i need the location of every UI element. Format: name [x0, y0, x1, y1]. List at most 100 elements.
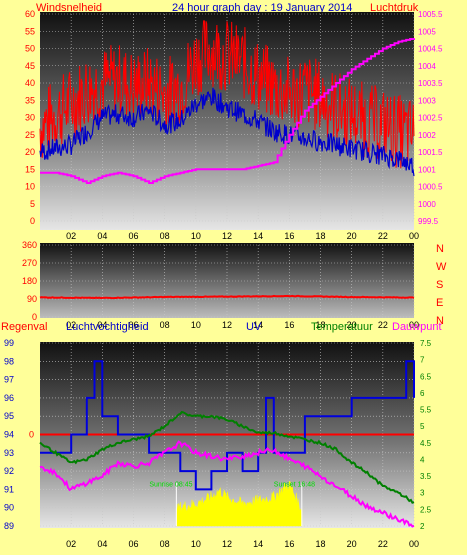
humidity-tick-label: 98 — [4, 356, 14, 366]
humidity-tick-label: 90 — [4, 503, 14, 513]
y-left-tick-label: 60 — [25, 9, 35, 19]
x-tick-label: 16 — [284, 231, 294, 241]
temperature-tick-label: 5 — [420, 422, 425, 431]
y-right-tick-label: 1004 — [418, 62, 436, 71]
x-tick-label: 20 — [347, 539, 357, 549]
compass-label: N — [436, 243, 444, 255]
x-tick-label: 14 — [253, 320, 263, 330]
y-right-tick-label: 1000.5 — [418, 183, 443, 192]
compass-label: S — [436, 279, 443, 291]
temperature-tick-label: 6 — [420, 389, 425, 398]
humidity-tick-label: 94 — [4, 430, 14, 440]
humidity-tick-label: 92 — [4, 466, 14, 476]
y-left-tick-label: 15 — [25, 164, 35, 174]
x-tick-label: 10 — [191, 231, 201, 241]
x-tick-label: 16 — [284, 320, 294, 330]
y-left-tick-label: 30 — [25, 113, 35, 123]
pressure-line — [40, 38, 415, 184]
temperature-tick-label: 7 — [420, 356, 425, 365]
y-left-tick-label: 35 — [25, 95, 35, 105]
y-right-tick-label: 1000 — [418, 200, 436, 209]
x-tick-label: 08 — [160, 320, 170, 330]
x-tick-label: 02 — [66, 539, 76, 549]
humidity-tick-label: 93 — [4, 448, 14, 458]
right-axis-title: Luchtdruk — [370, 2, 419, 14]
x-tick-label: 10 — [191, 320, 201, 330]
y-left-tick-label: 0 — [30, 216, 35, 226]
y-right-tick-label: 1005 — [418, 27, 436, 36]
x-tick-label: 22 — [378, 320, 388, 330]
x-tick-label: 08 — [160, 231, 170, 241]
humidity-tick-label: 96 — [4, 393, 14, 403]
y-right-tick-label: 1002 — [418, 131, 436, 140]
y-right-tick-label: 999.5 — [418, 217, 439, 226]
x-tick-label: 18 — [315, 231, 325, 241]
y-left-tick-label: 10 — [25, 182, 35, 192]
temperature-tick-label: 4.5 — [420, 439, 432, 448]
x-tick-label: 06 — [128, 320, 138, 330]
rain-label: Regenval — [1, 321, 47, 333]
x-tick-label: 14 — [253, 231, 263, 241]
x-tick-label: 22 — [378, 539, 388, 549]
y-right-tick-label: 1004.5 — [418, 45, 443, 54]
temperature-tick-label: 2.5 — [420, 505, 432, 514]
wind-gust-line — [39, 20, 415, 169]
x-tick-label: 02 — [66, 320, 76, 330]
y-right-tick-label: 1001.5 — [418, 148, 443, 157]
uv-area — [176, 480, 303, 527]
y-right-tick-label: 1005.5 — [418, 10, 443, 19]
temperature-tick-label: 3 — [420, 489, 425, 498]
dewpoint-label: Dauwpunt — [392, 321, 442, 333]
x-tick-label: 18 — [315, 539, 325, 549]
y-left-tick-label: 25 — [25, 130, 35, 140]
x-tick-label: 08 — [160, 539, 170, 549]
x-tick-label: 04 — [97, 539, 107, 549]
humidity-line — [40, 360, 415, 491]
x-tick-label: 06 — [128, 231, 138, 241]
y-right-tick-label: 1003 — [418, 96, 436, 105]
humidity-tick-label: 99 — [4, 338, 14, 348]
temperature-tick-label: 5.5 — [420, 406, 432, 415]
chart-title: 24 hour graph day : 19 January 2014 — [172, 2, 352, 14]
x-tick-label: 10 — [191, 539, 201, 549]
x-tick-label: 22 — [378, 231, 388, 241]
y-left-tick-label: 20 — [25, 147, 35, 157]
temperature-tick-label: 4 — [420, 455, 425, 464]
dewpoint-line — [39, 440, 415, 528]
temperature-tick-label: 6.5 — [420, 372, 432, 381]
x-tick-label: 14 — [253, 539, 263, 549]
temperature-tick-label: 3.5 — [420, 472, 432, 481]
compass-label: W — [436, 261, 447, 273]
x-tick-label: 12 — [222, 231, 232, 241]
humidity-tick-label: 91 — [4, 484, 14, 494]
y-right-tick-label: 1003.5 — [418, 79, 443, 88]
x-tick-label: 06 — [128, 539, 138, 549]
y-left-tick-label: 50 — [25, 44, 35, 54]
temperature-tick-label: 2 — [420, 522, 425, 531]
x-tick-label: 12 — [222, 320, 232, 330]
left-axis-title: Windsnelheid — [36, 2, 102, 14]
direction-tick-label: 180 — [22, 276, 37, 286]
direction-tick-label: 360 — [22, 240, 37, 250]
x-tick-label: 00 — [409, 320, 419, 330]
x-tick-label: 02 — [66, 231, 76, 241]
y-left-tick-label: 5 — [30, 199, 35, 209]
y-left-tick-label: 40 — [25, 78, 35, 88]
humidity-tick-label: 95 — [4, 411, 14, 421]
humidity-tick-label: 97 — [4, 375, 14, 385]
x-tick-label: 00 — [409, 539, 419, 549]
direction-tick-label: 90 — [27, 294, 37, 304]
temperature-tick-label: 7.5 — [420, 339, 432, 348]
x-tick-label: 20 — [347, 231, 357, 241]
temperature-line — [39, 410, 415, 504]
y-right-tick-label: 1002.5 — [418, 114, 443, 123]
compass-label: E — [436, 297, 443, 309]
rain-tick-label: 0 — [29, 430, 34, 440]
y-left-tick-label: 45 — [25, 61, 35, 71]
temperature-label: Temperatuur — [311, 321, 373, 333]
x-tick-label: 04 — [97, 320, 107, 330]
x-tick-label: 18 — [315, 320, 325, 330]
direction-tick-label: 270 — [22, 258, 37, 268]
x-tick-label: 20 — [347, 320, 357, 330]
